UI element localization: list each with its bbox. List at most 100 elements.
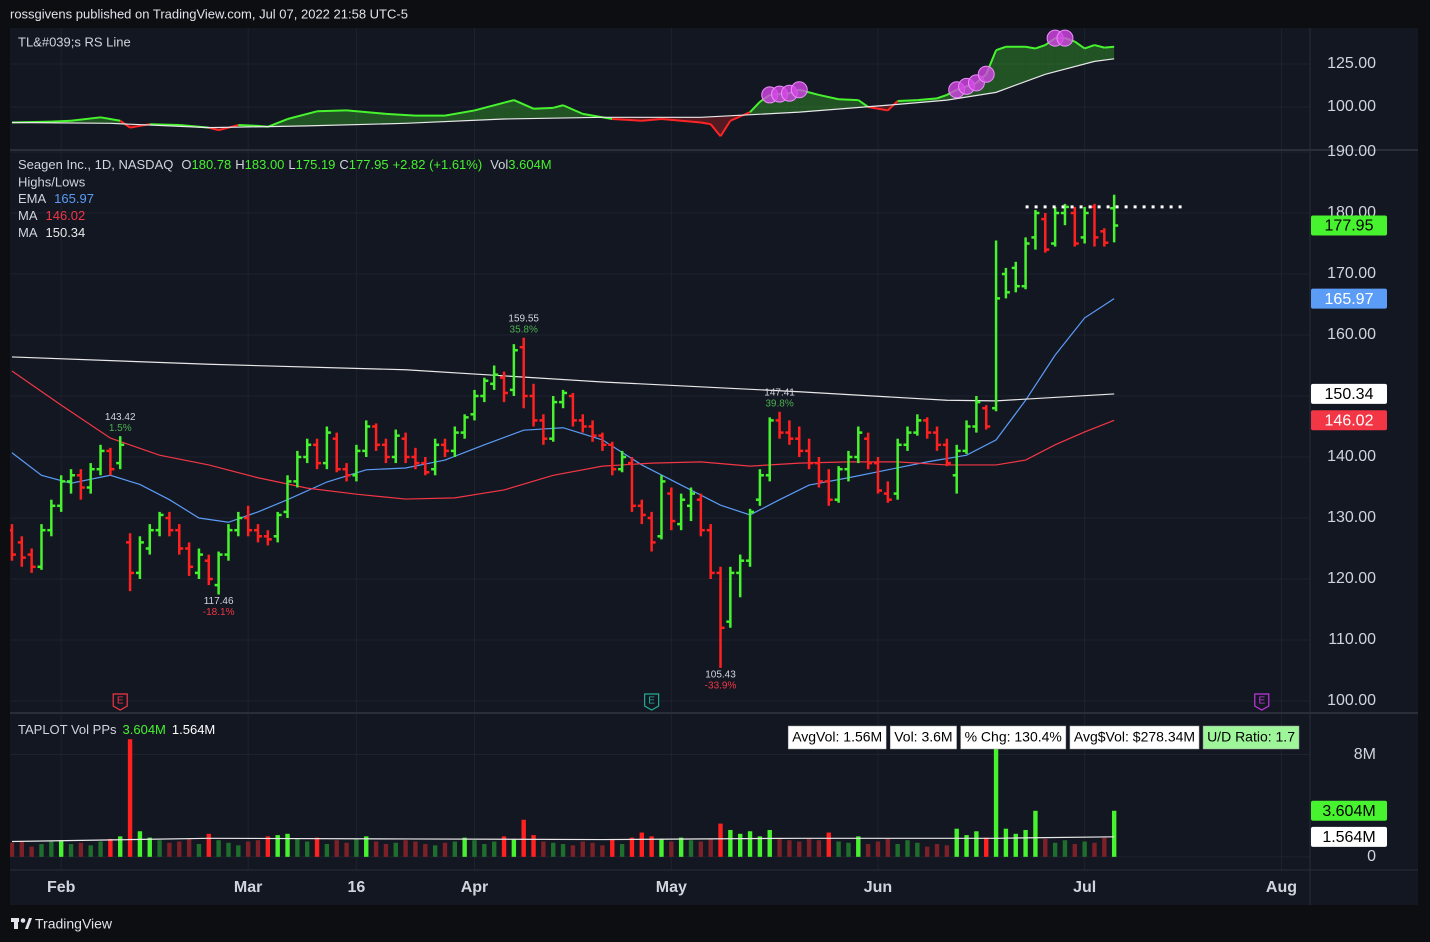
grid (10, 28, 1310, 870)
volume-bar (639, 832, 644, 857)
y-tick-label: 140.00 (1327, 448, 1376, 465)
volume-bar (708, 838, 713, 857)
y-tick-label: 110.00 (1328, 631, 1376, 648)
symbol: Seagen Inc., 1D, NASDAQ (18, 157, 173, 172)
tradingview-logo (11, 918, 32, 929)
volume-bar (78, 842, 84, 857)
y-tick-label: 170.00 (1327, 265, 1376, 282)
rs-line (1074, 40, 1086, 50)
volume-bar (806, 838, 812, 857)
volume-bar (255, 840, 261, 857)
rs-line (1094, 44, 1105, 49)
swing-value: 105.43 (705, 670, 736, 681)
volume-bar (49, 841, 54, 857)
volume-bar (787, 840, 792, 857)
volume-bar (816, 840, 822, 857)
axis-price-label (1311, 215, 1387, 236)
volume-bar (619, 844, 625, 857)
ohlc-value: 175.19 (296, 157, 336, 172)
volume-bar (304, 841, 310, 857)
swing-value: 147.41 (764, 387, 795, 398)
volume-bar (393, 842, 398, 857)
rs-line (385, 112, 416, 117)
rs-new-high (790, 81, 808, 99)
x-tick-label: Mar (234, 879, 262, 896)
rs-line (1084, 44, 1095, 50)
swing-value: 143.42 (105, 412, 136, 423)
axis-price-label (1311, 826, 1387, 847)
y-tick-label: 160.00 (1327, 326, 1376, 343)
rs-fill (1005, 46, 1026, 89)
rs-line (700, 121, 711, 126)
rs-line (1104, 45, 1115, 49)
volume-bar (68, 844, 74, 857)
legend-value: 3.604M (123, 722, 166, 737)
moving-average (11, 370, 1115, 500)
rs-fill (504, 100, 514, 120)
legend-line: Seagen Inc., 1D, NASDAQ O180.78 H183.00 L17… (18, 157, 552, 172)
rs-line (1035, 44, 1046, 50)
volume-panel (10, 739, 1117, 857)
volume-bar (885, 838, 891, 857)
ohlc-key: O (181, 157, 191, 172)
axis-price-label (1311, 288, 1387, 309)
rs-line (887, 100, 899, 112)
volume-bar (452, 841, 458, 857)
y-tick-label: 100.00 (1327, 692, 1376, 709)
volume-bar (846, 842, 851, 857)
overlay-value: 150.34 (46, 225, 86, 240)
earnings-marker (1254, 693, 1270, 711)
volume-bar (137, 831, 143, 857)
volume-bar (895, 844, 900, 857)
volume-bar (118, 836, 123, 857)
rs-line (857, 99, 869, 108)
swing-change: 1.5% (109, 423, 132, 434)
volume-key: Vol (490, 157, 508, 172)
volume-bar (934, 844, 940, 857)
rs-fill (996, 46, 1006, 93)
volume-bar (924, 846, 930, 857)
volume-bar (423, 844, 428, 857)
axis-price-label (1311, 800, 1387, 821)
y-tick-label: 8M (1354, 746, 1376, 763)
rs-line (503, 99, 515, 104)
rs-fill (415, 115, 445, 123)
volume-bar (954, 828, 959, 857)
volume-bar (590, 842, 595, 857)
overlay-value: 165.97 (54, 191, 94, 206)
volume-bar (334, 840, 339, 857)
volume-average (11, 836, 1115, 843)
rs-line (51, 119, 72, 123)
axis-price-text: 177.95 (1325, 218, 1374, 235)
axis-price-text: 165.97 (1325, 291, 1374, 308)
legend-value: 1.564M (172, 722, 215, 737)
volume-bar (738, 833, 743, 857)
rs-panel (11, 29, 1115, 137)
legend-line: Highs/Lows (18, 174, 86, 189)
volume-bar (216, 840, 221, 857)
stat-text: Vol: 3.6M (894, 729, 952, 745)
ohlc-key: L (288, 157, 295, 172)
volume-bar (206, 833, 211, 857)
stat-box (1202, 725, 1300, 750)
axis-price-text: 146.02 (1325, 412, 1374, 429)
volume-bar (226, 842, 231, 857)
volume-bar (1082, 841, 1087, 857)
volume-bar (472, 840, 477, 857)
swing-value: 117.46 (204, 596, 234, 607)
volume-bar (1013, 833, 1018, 857)
axis-price-text: 3.604M (1322, 803, 1375, 820)
rs-line (661, 118, 682, 122)
rs-new-high (1056, 29, 1074, 47)
chart-background (10, 28, 1418, 905)
x-tick-label: Aug (1266, 879, 1297, 896)
rs-line (149, 123, 180, 127)
rs-line (641, 118, 662, 122)
volume-bar (177, 841, 182, 857)
rs-line (474, 101, 505, 112)
rs-fill (1094, 45, 1105, 62)
rs-fill (1104, 46, 1115, 61)
ohlc-key: H (235, 157, 244, 172)
volume-bar (875, 841, 881, 857)
